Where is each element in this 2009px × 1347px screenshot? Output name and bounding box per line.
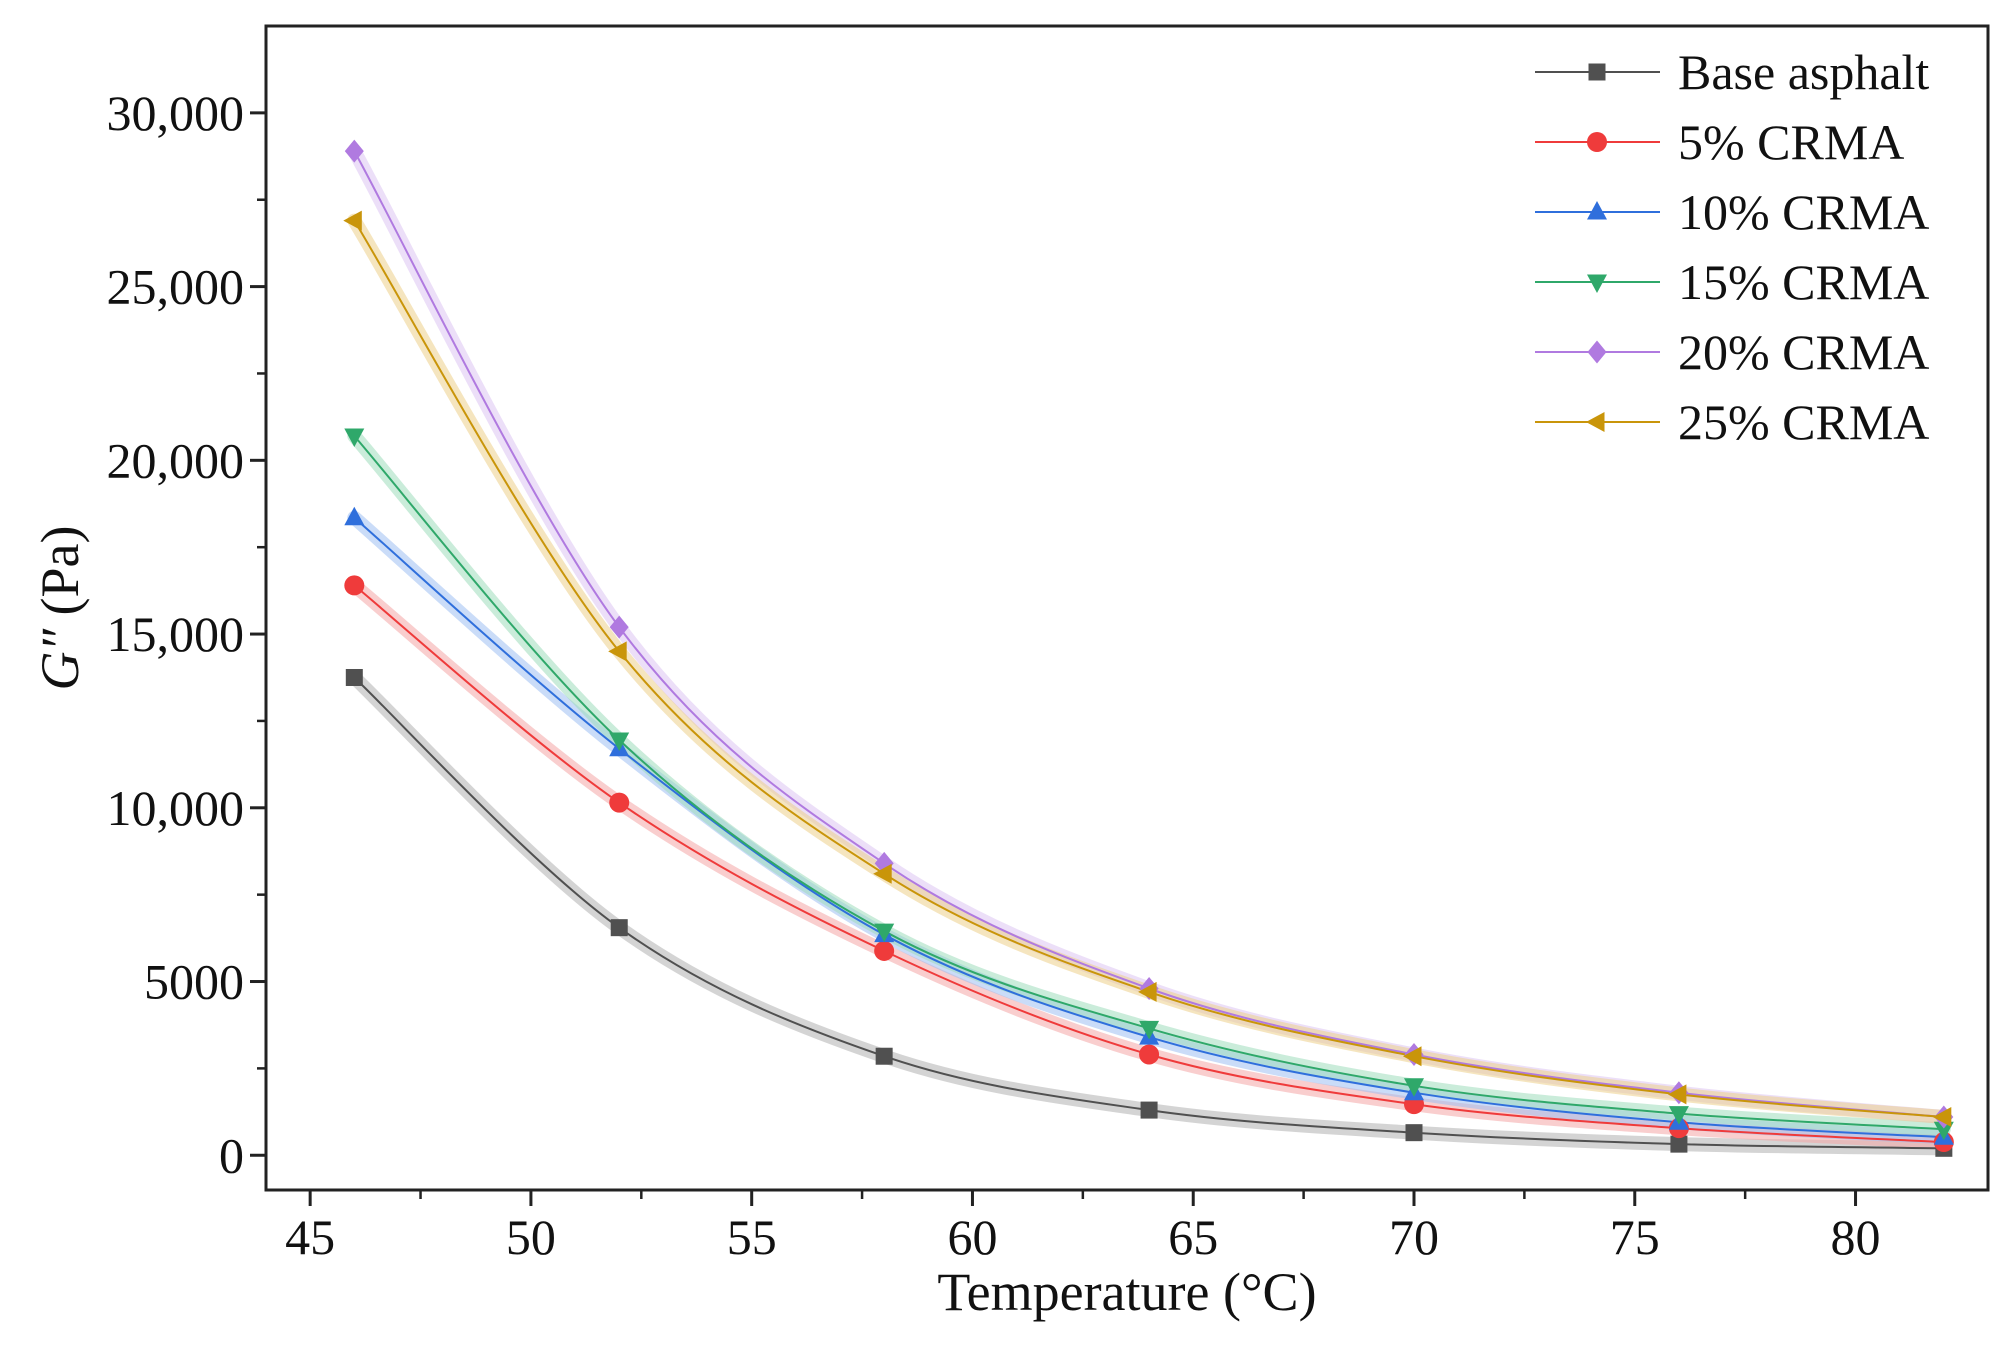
data-point xyxy=(1933,1121,1954,1141)
y-tick-label: 30,000 xyxy=(107,85,245,141)
data-point xyxy=(344,506,365,526)
data-point xyxy=(345,668,363,686)
data-point xyxy=(1670,1135,1688,1153)
legend-label: 15% CRMA xyxy=(1678,254,1929,310)
x-axis-title: Temperature (°C) xyxy=(937,1262,1316,1322)
data-point xyxy=(610,919,628,937)
legend-label: 5% CRMA xyxy=(1678,114,1904,170)
y-tick-label: 0 xyxy=(219,1127,244,1183)
x-tick-label: 75 xyxy=(1610,1209,1660,1265)
series-markers xyxy=(343,139,1954,1157)
legend-label: Base asphalt xyxy=(1678,44,1929,100)
data-point xyxy=(1139,1044,1160,1065)
legend-label: 10% CRMA xyxy=(1678,184,1929,240)
data-point xyxy=(344,428,365,447)
series-line-4 xyxy=(353,150,1944,1118)
legend-marker xyxy=(1587,340,1607,364)
data-point xyxy=(1140,1101,1158,1119)
legend: Base asphalt 5% CRMA 10% CRMA 15% CRMA 20% C… xyxy=(1535,44,1929,450)
series-band-0 xyxy=(347,670,1951,1156)
y-tick-label: 25,000 xyxy=(107,259,245,315)
data-point xyxy=(344,139,364,163)
legend-marker xyxy=(1587,201,1607,220)
data-point xyxy=(608,641,627,662)
x-tick-label: 50 xyxy=(506,1209,556,1265)
data-point xyxy=(875,1047,893,1065)
data-point xyxy=(1404,1078,1424,1097)
x-tick-label: 65 xyxy=(1168,1209,1218,1265)
legend-marker xyxy=(1587,132,1607,152)
legend-marker xyxy=(1588,63,1606,81)
x-tick-label: 45 xyxy=(285,1209,335,1265)
data-point xyxy=(873,863,892,884)
data-point xyxy=(874,923,895,943)
data-point xyxy=(609,732,630,751)
y-tick-label: 10,000 xyxy=(107,780,245,836)
y-tick-label: 5000 xyxy=(144,954,244,1010)
data-point xyxy=(1668,1106,1689,1125)
y-axis-title: G″ (Pa) xyxy=(30,526,90,691)
legend-label: 25% CRMA xyxy=(1678,394,1929,450)
plot-frame xyxy=(264,24,1990,1192)
x-tick-label: 60 xyxy=(947,1209,997,1265)
x-axis: 45 50 55 60 65 70 75 80 xyxy=(285,1190,1881,1265)
data-point xyxy=(1932,1107,1952,1127)
legend-label: 20% CRMA xyxy=(1678,324,1929,380)
data-point xyxy=(874,940,895,961)
y-tick-label: 20,000 xyxy=(107,432,245,488)
y-axis-title-symbol: G″ xyxy=(30,628,90,690)
x-tick-label: 70 xyxy=(1389,1209,1439,1265)
data-point xyxy=(609,792,630,813)
y-axis: 0 5000 10,000 15,000 20,000 25,000 30,000 xyxy=(107,85,266,1183)
data-point xyxy=(609,615,629,639)
data-point xyxy=(1403,1046,1422,1067)
data-point xyxy=(1138,981,1157,1002)
data-point xyxy=(344,575,365,596)
data-point xyxy=(1667,1084,1687,1105)
y-tick-label: 15,000 xyxy=(107,606,245,662)
data-point xyxy=(1405,1124,1423,1142)
data-point xyxy=(343,210,362,231)
legend-marker xyxy=(1586,412,1605,432)
legend-marker xyxy=(1587,274,1607,293)
y-axis-title-unit: (Pa) xyxy=(30,526,90,629)
data-point xyxy=(1139,1020,1160,1040)
x-tick-label: 80 xyxy=(1831,1209,1881,1265)
x-tick-label: 55 xyxy=(727,1209,777,1265)
